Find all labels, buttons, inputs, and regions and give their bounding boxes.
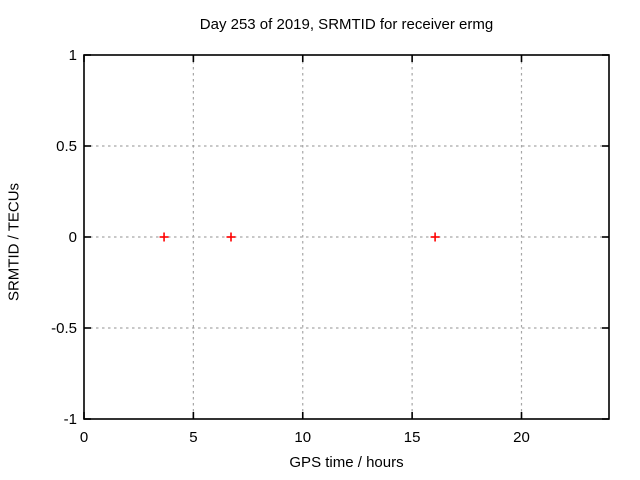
x-tick-label: 10	[294, 429, 311, 446]
chart-title: Day 253 of 2019, SRMTID for receiver erm…	[199, 16, 494, 33]
y-tick-label: -1	[64, 411, 77, 428]
y-axis-label: SRMTID / TECUs	[5, 182, 23, 302]
x-tick-label: 15	[404, 429, 421, 446]
y-tick-label: 0.5	[56, 138, 77, 155]
x-tick-label: 20	[513, 429, 530, 446]
x-tick-label: 0	[80, 429, 88, 446]
x-tick-label: 5	[189, 429, 197, 446]
y-tick-label: 1	[69, 47, 77, 64]
y-tick-label: -0.5	[51, 320, 77, 337]
x-axis-label: GPS time / hours	[289, 454, 404, 471]
y-tick-label: 0	[69, 229, 77, 246]
